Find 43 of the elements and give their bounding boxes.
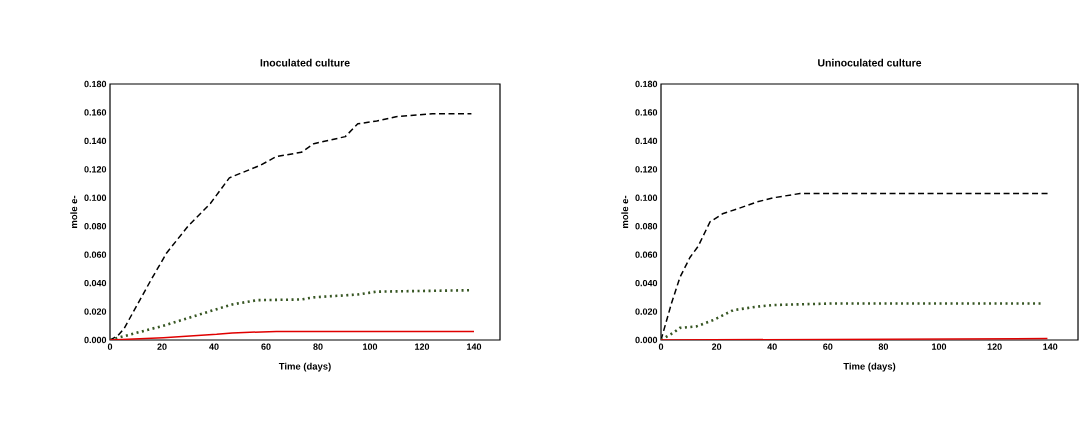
x-tick-label: 140: [467, 343, 482, 350]
y-axis-title: mole e-: [70, 195, 78, 228]
y-tick-label: 0.000: [635, 336, 658, 344]
x-axis-title: Time (days): [278, 362, 331, 372]
x-axis-title: Time (days): [843, 362, 896, 372]
y-tick-label: 0.120: [84, 166, 107, 173]
y-axis-title: mole e-: [621, 195, 629, 228]
y-tick-label: 0.040: [84, 279, 107, 287]
y-tick-label: 0.040: [635, 279, 658, 287]
x-tick-label: 0: [107, 343, 113, 350]
line-series: [110, 330, 475, 340]
x-tick-label: 80: [878, 343, 889, 350]
x-tick-label: 60: [261, 343, 271, 350]
x-tick-label: 120: [987, 343, 1002, 350]
x-tick-label: 40: [209, 343, 219, 350]
x-tick-label: 40: [767, 343, 777, 350]
y-tick-label: 0.180: [84, 80, 107, 88]
chart-title: Uninoculated culture: [818, 58, 922, 67]
y-tick-label: 0.120: [635, 166, 658, 173]
y-tick-label: 0.060: [635, 251, 658, 258]
y-tick-label: 0.160: [635, 109, 658, 116]
chart-title: Inoculated culture: [260, 58, 350, 67]
y-tick-label: 0.080: [635, 223, 658, 230]
y-tick-label: 0.140: [635, 137, 658, 145]
x-tick-label: 100: [932, 343, 947, 350]
x-tick-label: 80: [313, 343, 323, 350]
x-tick-label: 0: [658, 343, 664, 350]
y-tick-label: 0.160: [84, 109, 107, 116]
y-tick-label: 0.100: [635, 194, 658, 201]
x-tick-label: 60: [823, 343, 833, 350]
y-tick-label: 0.100: [84, 194, 107, 201]
x-tick-label: 20: [711, 343, 722, 350]
x-tick-label: 140: [1043, 343, 1058, 350]
y-tick-label: 0.180: [635, 80, 658, 88]
y-tick-label: 0.020: [635, 308, 658, 315]
y-tick-label: 0.080: [84, 223, 107, 230]
y-tick-label: 0.020: [84, 308, 107, 315]
x-tick-label: 120: [415, 343, 430, 350]
y-tick-label: 0.000: [84, 336, 107, 344]
y-tick-label: 0.060: [84, 251, 107, 258]
x-tick-label: 100: [363, 343, 378, 350]
y-tick-label: 0.140: [84, 137, 107, 145]
x-tick-label: 20: [157, 343, 167, 350]
